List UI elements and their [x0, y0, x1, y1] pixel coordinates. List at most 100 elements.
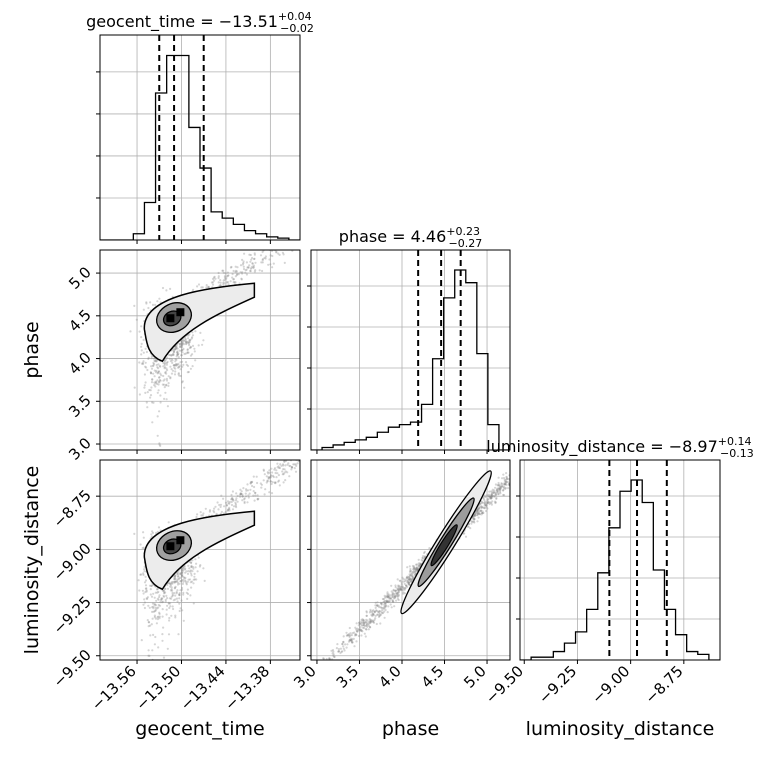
sample-point	[162, 656, 166, 659]
sample-point	[160, 374, 163, 377]
sample-point	[423, 550, 426, 554]
sample-point	[178, 593, 181, 597]
sample-point	[396, 578, 399, 581]
sample-point	[222, 281, 225, 284]
sample-point	[479, 502, 482, 505]
sample-point	[385, 595, 388, 598]
sample-point	[158, 596, 161, 599]
sample-point	[277, 480, 280, 483]
sample-point	[494, 493, 498, 497]
sample-point	[230, 497, 234, 500]
sample-point	[158, 364, 161, 367]
sample-point	[490, 496, 493, 499]
sample-point	[243, 500, 246, 503]
sample-point	[241, 499, 244, 502]
sample-point	[277, 466, 281, 469]
sample-point	[145, 589, 148, 592]
sample-point	[397, 588, 400, 591]
sample-point	[156, 618, 159, 621]
sample-point	[354, 633, 357, 636]
panel-geocent_time-phase: 3.03.54.04.55.0	[65, 249, 301, 464]
sample-point	[187, 351, 190, 354]
sample-point	[166, 647, 169, 650]
sample-point	[232, 281, 235, 284]
sample-point	[254, 491, 257, 495]
sample-point	[497, 481, 500, 485]
sample-point	[146, 406, 149, 409]
sample-point	[182, 591, 185, 595]
sample-point	[168, 357, 171, 360]
sample-point	[253, 253, 256, 256]
panel-frame	[310, 459, 511, 661]
sample-point	[199, 564, 202, 567]
sample-point	[471, 520, 474, 523]
sample-point	[178, 577, 181, 580]
sample-point	[165, 594, 168, 598]
sample-point	[183, 352, 186, 356]
sample-point	[187, 570, 190, 573]
sample-point	[150, 623, 153, 626]
sample-point	[485, 506, 488, 509]
sample-point	[241, 272, 244, 275]
sample-point	[176, 578, 179, 581]
sample-point	[189, 346, 193, 349]
sample-point	[399, 587, 402, 591]
sample-point	[418, 563, 421, 566]
sample-point	[145, 366, 148, 369]
sample-point	[252, 490, 255, 493]
sample-point	[270, 467, 273, 470]
sample-point	[496, 491, 499, 494]
sample-point	[479, 509, 482, 512]
sample-point	[149, 301, 152, 304]
sample-point	[174, 360, 177, 363]
sample-point	[187, 342, 191, 345]
sample-point	[241, 495, 244, 498]
sample-point	[150, 367, 154, 370]
sample-point	[372, 613, 375, 616]
sample-point	[174, 581, 177, 584]
sample-point	[495, 492, 498, 495]
sample-point	[172, 607, 175, 611]
sample-point	[394, 589, 397, 593]
sample-point	[396, 592, 399, 595]
sample-point	[470, 522, 473, 525]
sample-point	[152, 592, 155, 595]
sample-point	[162, 374, 165, 378]
sample-point	[229, 266, 232, 269]
sample-point	[385, 600, 388, 603]
sample-point	[419, 564, 422, 567]
sample-point	[179, 572, 182, 576]
sample-point	[171, 605, 174, 608]
sample-point	[166, 369, 169, 372]
sample-point	[493, 494, 496, 497]
sample-point	[251, 256, 254, 260]
sample-point	[244, 492, 247, 495]
sample-point	[332, 653, 335, 656]
sample-point	[179, 361, 182, 364]
sample-point	[494, 493, 497, 496]
sample-point	[184, 579, 187, 582]
sample-point	[493, 490, 496, 494]
sample-point	[157, 370, 160, 373]
sample-point	[253, 499, 256, 502]
sample-point	[407, 581, 410, 584]
sample-point	[501, 477, 504, 480]
sample-point	[157, 371, 160, 374]
sample-point	[340, 650, 343, 653]
sample-point	[169, 377, 172, 380]
sample-point	[166, 587, 170, 590]
sample-point	[410, 579, 413, 583]
sample-point	[143, 384, 146, 387]
sample-point	[365, 628, 368, 631]
sample-point	[190, 565, 193, 569]
sample-point	[181, 346, 184, 349]
sample-point	[411, 564, 414, 568]
sample-point	[351, 632, 354, 635]
sample-point	[423, 551, 426, 555]
sample-point	[483, 501, 486, 504]
sample-point	[179, 572, 182, 575]
sample-point	[410, 580, 413, 583]
sample-point	[264, 257, 267, 260]
sample-point	[154, 360, 157, 363]
sample-point	[158, 604, 162, 607]
